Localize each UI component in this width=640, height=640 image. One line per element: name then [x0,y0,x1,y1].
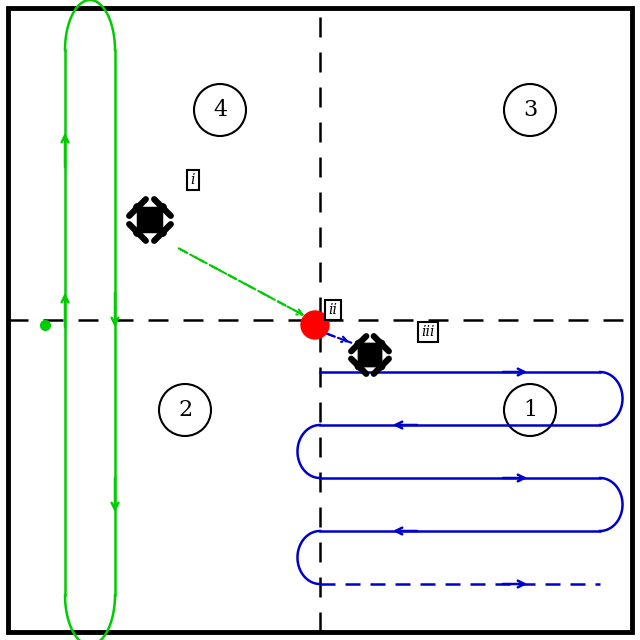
FancyBboxPatch shape [358,342,382,367]
Circle shape [194,84,246,136]
Text: i: i [191,173,195,187]
Text: 2: 2 [178,399,192,421]
Text: 3: 3 [523,99,537,121]
Circle shape [355,340,362,347]
Circle shape [504,384,556,436]
Circle shape [159,228,166,236]
Circle shape [504,84,556,136]
Circle shape [301,311,329,339]
Circle shape [134,228,141,236]
Circle shape [159,384,211,436]
Circle shape [378,363,385,370]
Circle shape [378,340,385,347]
Circle shape [159,204,166,211]
Circle shape [355,363,362,370]
FancyBboxPatch shape [137,207,163,233]
Circle shape [134,204,141,211]
Text: ii: ii [328,303,337,317]
Text: iii: iii [421,325,435,339]
Text: 4: 4 [213,99,227,121]
Text: 1: 1 [523,399,537,421]
